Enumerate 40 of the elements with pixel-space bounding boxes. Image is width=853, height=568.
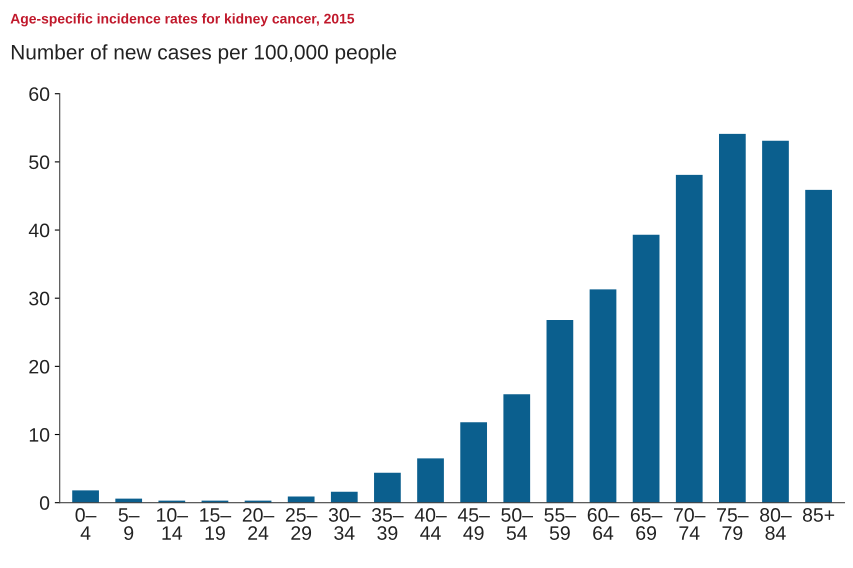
bar (330, 492, 358, 503)
bar (805, 190, 832, 503)
x-tick-label: 75– 79 (717, 508, 749, 540)
bar (460, 422, 488, 503)
y-tick-label: 60 (29, 87, 50, 101)
x-tick-label: 60– 64 (588, 508, 620, 540)
y-tick-label: 20 (29, 360, 50, 374)
bar (632, 234, 660, 503)
y-tick-label: 30 (29, 292, 50, 306)
x-tick-label: 65– 69 (630, 508, 662, 540)
x-tick-label: 5– 9 (118, 508, 140, 540)
x-tick-label: 80– 84 (760, 508, 792, 540)
y-tick-label: 0 (40, 496, 50, 510)
bar (417, 458, 444, 503)
x-tick-label: 25– 29 (286, 508, 318, 540)
x-tick-label: 35– 39 (372, 508, 404, 540)
y-tick-label: 50 (29, 155, 50, 170)
x-tick-label: 40– 44 (414, 508, 447, 540)
bar (546, 320, 574, 503)
bar (503, 394, 530, 503)
bar (374, 472, 401, 503)
x-tick-label: 0– 4 (76, 508, 96, 540)
x-tick-label: 20– 24 (242, 508, 274, 540)
y-tick-label: 40 (28, 224, 50, 238)
bar (762, 140, 789, 503)
chart-title: Age-specific incidence rates for kidney cancer, 2015 (10, 13, 354, 26)
x-tick-label: 70– 74 (674, 508, 706, 540)
x-tick-label: 45– 49 (458, 508, 490, 540)
bar (590, 289, 616, 503)
y-axis-title: Number of new cases per 100,000 people (12, 44, 396, 64)
bar (72, 490, 99, 503)
bar (676, 174, 703, 503)
x-tick-label: 55– 59 (544, 508, 576, 540)
x-tick-label: 15– 19 (200, 508, 232, 540)
x-tick-label: 10– 14 (157, 508, 188, 540)
bar (718, 134, 746, 503)
x-tick-label: 30– 34 (328, 508, 361, 540)
y-tick-label: 10 (30, 428, 50, 442)
x-tick-label: 85+ (802, 508, 834, 522)
x-tick-label: 50– 54 (501, 508, 533, 540)
